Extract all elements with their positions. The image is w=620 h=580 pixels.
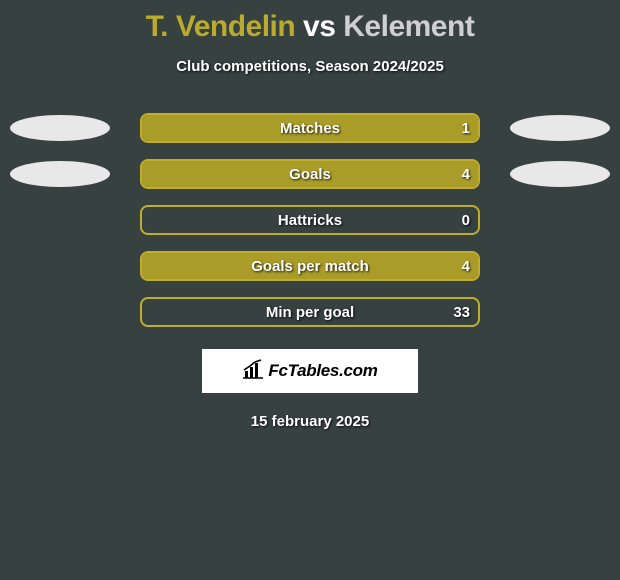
- stat-row: Hattricks0: [0, 205, 620, 235]
- logo-text: FcTables.com: [268, 361, 377, 381]
- title-player1: T. Vendelin: [146, 10, 296, 43]
- team-marker-right: [510, 161, 610, 187]
- stat-label: Hattricks: [142, 207, 478, 233]
- stat-row: Goals4: [0, 159, 620, 189]
- page-title: T. Vendelin vs Kelement: [0, 0, 620, 44]
- stat-label: Goals per match: [142, 253, 478, 279]
- stats-rows-container: Matches1Goals4Hattricks0Goals per match4…: [0, 113, 620, 327]
- stat-bar: Goals per match4: [140, 251, 480, 281]
- subtitle: Club competitions, Season 2024/2025: [0, 58, 620, 75]
- site-logo[interactable]: FcTables.com: [202, 349, 418, 393]
- stat-label: Goals: [142, 161, 478, 187]
- stat-bar: Hattricks0: [140, 205, 480, 235]
- stat-row: Goals per match4: [0, 251, 620, 281]
- stat-value: 4: [462, 253, 470, 279]
- stat-label: Matches: [142, 115, 478, 141]
- team-marker-right: [510, 115, 610, 141]
- team-marker-left: [10, 115, 110, 141]
- stat-row: Matches1: [0, 113, 620, 143]
- title-player2: Kelement: [343, 10, 474, 43]
- stat-bar: Min per goal33: [140, 297, 480, 327]
- stat-value: 33: [453, 299, 470, 325]
- stat-bar: Goals4: [140, 159, 480, 189]
- stat-row: Min per goal33: [0, 297, 620, 327]
- stat-value: 0: [462, 207, 470, 233]
- team-marker-left: [10, 161, 110, 187]
- bar-chart-icon: [242, 359, 264, 384]
- stat-value: 1: [462, 115, 470, 141]
- stat-value: 4: [462, 161, 470, 187]
- title-vs: vs: [295, 10, 343, 43]
- date-text: 15 february 2025: [0, 413, 620, 430]
- stat-bar: Matches1: [140, 113, 480, 143]
- stat-label: Min per goal: [142, 299, 478, 325]
